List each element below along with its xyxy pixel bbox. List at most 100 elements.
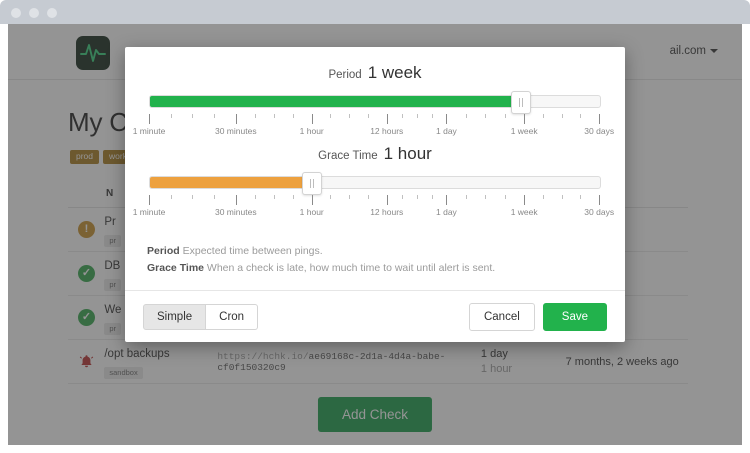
grace-slider-block: Grace Time 1 hour 1 minute 30 minutes 1 hou…	[133, 144, 614, 219]
ruler-tick-minor	[431, 114, 433, 118]
grip-line-icon	[522, 98, 524, 107]
ruler-tick-minor	[349, 195, 351, 199]
grip-line-icon	[310, 179, 311, 188]
modal-footer: Simple Cron Cancel Save	[125, 290, 625, 342]
ruler-tick-minor	[349, 114, 351, 118]
ruler-tick-label: 1 week	[510, 207, 538, 217]
ruler-tick-major	[446, 195, 448, 205]
ruler-tick-major	[599, 114, 601, 124]
mode-simple-button[interactable]: Simple	[143, 303, 207, 330]
ruler-tick-minor	[330, 114, 332, 118]
ruler-tick-major	[149, 114, 150, 124]
ruler-tick-label: 30 minutes	[214, 207, 257, 217]
ruler-tick-minor	[254, 114, 256, 118]
ruler-tick-label: 30 days	[584, 207, 615, 217]
ruler-tick-label: 1 hour	[299, 126, 324, 136]
ruler-tick-label: 12 hours	[370, 126, 404, 136]
grip-line-icon	[313, 179, 314, 188]
period-slider-handle[interactable]	[511, 91, 532, 114]
ruler-tick-minor	[542, 114, 544, 118]
ruler-tick-major	[235, 114, 237, 124]
ruler-tick-minor	[485, 114, 487, 118]
ruler-tick-minor	[416, 195, 418, 199]
period-caption: Period 1 week	[147, 63, 603, 83]
ruler-tick-minor	[254, 195, 256, 199]
grace-caption: Grace Time 1 hour	[147, 144, 603, 164]
window-maximize-button[interactable]	[47, 8, 57, 18]
period-value: 1 week	[367, 63, 422, 82]
ruler-tick-minor	[431, 195, 433, 199]
grace-value: 1 hour	[383, 144, 432, 163]
ruler-tick-label: 1 hour	[299, 207, 324, 217]
ruler-tick-major	[149, 195, 150, 205]
cancel-button[interactable]: Cancel	[468, 302, 535, 331]
save-button[interactable]: Save	[542, 302, 607, 331]
ruler-tick-label: 30 days	[584, 126, 615, 136]
ruler-tick-minor	[542, 195, 544, 199]
ruler-tick-major	[386, 114, 388, 124]
ruler-tick-minor	[292, 195, 294, 199]
ruler-tick-minor	[416, 114, 418, 118]
ruler-tick-minor	[273, 195, 275, 199]
ruler-tick-minor	[561, 114, 563, 118]
help-term-grace: Grace Time	[147, 261, 205, 274]
ruler-tick-minor	[367, 195, 369, 199]
period-slider-ruler: 1 minute 30 minutes 1 hour 12 hours 1 day 1 w…	[133, 114, 614, 138]
ruler-tick-label: 1 week	[510, 126, 538, 136]
ruler-tick-minor	[401, 114, 403, 118]
ruler-tick-minor	[580, 195, 582, 199]
ruler-tick-minor	[273, 114, 275, 118]
help-text-period: Expected time between pings.	[179, 245, 323, 258]
ruler-tick-label: 1 day	[436, 126, 457, 136]
period-grace-modal: Period 1 week 1 minute 30 minutes 1 hour 12 …	[125, 47, 625, 342]
ruler-tick-minor	[465, 195, 467, 199]
ruler-tick-major	[311, 195, 313, 205]
ruler-tick-label: 1 minute	[132, 126, 166, 136]
period-slider-fill	[150, 96, 522, 107]
ruler-tick-label: 30 minutes	[214, 126, 257, 136]
ruler-tick-major	[446, 114, 448, 124]
modal-action-buttons: Cancel Save	[468, 302, 607, 331]
ruler-tick-major	[386, 195, 388, 205]
grace-slider-ruler: 1 minute 30 minutes 1 hour 12 hours 1 day 1 w…	[133, 195, 614, 219]
period-slider-track[interactable]	[149, 91, 601, 114]
grace-label: Grace Time	[318, 150, 378, 162]
ruler-tick-minor	[192, 114, 194, 118]
window-close-button[interactable]	[11, 8, 21, 18]
ruler-tick-major	[524, 114, 526, 124]
ruler-tick-minor	[170, 114, 172, 118]
ruler-tick-minor	[214, 114, 216, 118]
ruler-tick-minor	[465, 114, 467, 118]
ruler-tick-label: 1 day	[436, 207, 457, 217]
browser-titlebar	[0, 0, 750, 24]
ruler-tick-minor	[170, 195, 172, 199]
ruler-tick-minor	[214, 195, 216, 199]
ruler-tick-major	[311, 114, 313, 124]
modal-body: Period 1 week 1 minute 30 minutes 1 hour 12 …	[125, 47, 625, 290]
window-minimize-button[interactable]	[29, 8, 39, 18]
ruler-tick-minor	[367, 114, 369, 118]
grace-slider-handle[interactable]	[302, 172, 322, 195]
ruler-tick-major	[599, 195, 601, 205]
help-term-period: Period	[147, 245, 180, 258]
schedule-mode-toggle: Simple Cron	[143, 303, 259, 330]
ruler-tick-label: 12 hours	[370, 207, 404, 217]
period-label: Period	[328, 69, 362, 81]
ruler-tick-minor	[504, 114, 506, 118]
grace-slider-fill	[150, 177, 312, 188]
ruler-tick-minor	[580, 114, 582, 118]
browser-viewport: ail.com My C prod work N !	[8, 24, 742, 445]
ruler-tick-minor	[504, 195, 506, 199]
ruler-tick-minor	[292, 114, 294, 118]
grace-slider-track[interactable]	[149, 172, 601, 195]
ruler-tick-minor	[561, 195, 563, 199]
grip-line-icon	[519, 98, 521, 107]
ruler-tick-major	[235, 195, 237, 205]
ruler-tick-minor	[401, 195, 403, 199]
ruler-tick-minor	[485, 195, 487, 199]
mode-cron-button[interactable]: Cron	[206, 303, 259, 330]
ruler-tick-major	[524, 195, 526, 205]
ruler-tick-minor	[330, 195, 332, 199]
period-slider-block: Period 1 week 1 minute 30 minutes 1 hour 12 …	[133, 63, 614, 138]
